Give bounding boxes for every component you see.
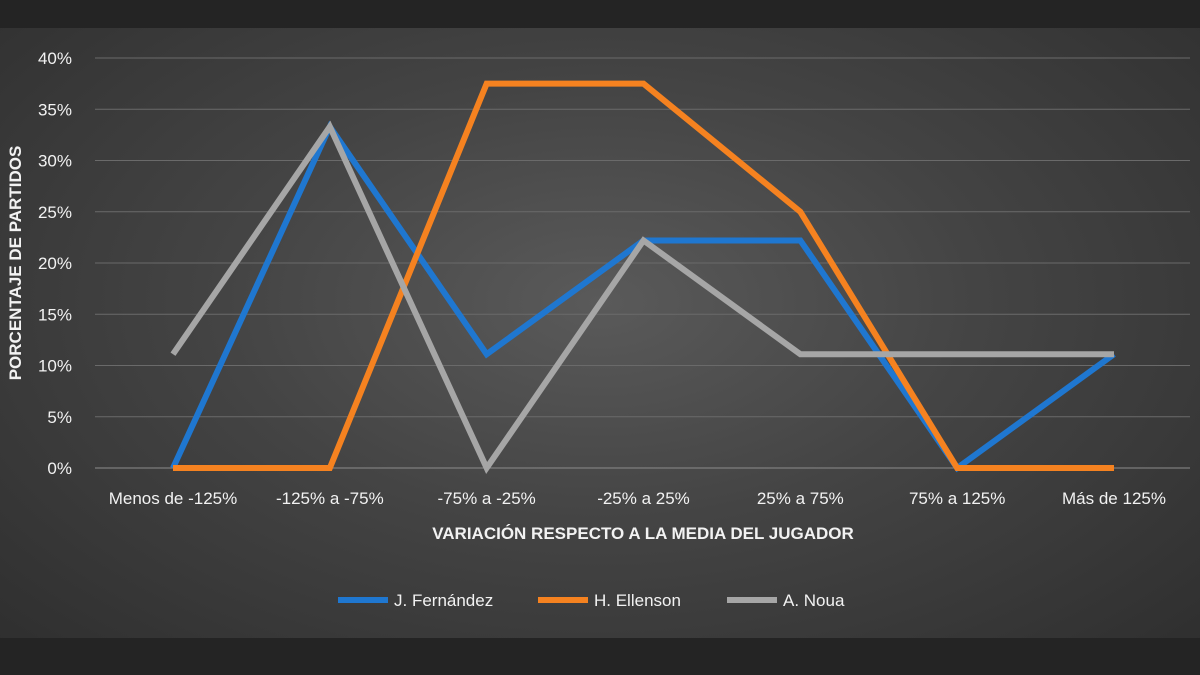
x-tick-label: 25% a 75% bbox=[757, 489, 844, 508]
x-axis-ticks: Menos de -125% -125% a -75% -75% a -25% -25… bbox=[109, 489, 1166, 508]
series-group bbox=[172, 80, 1115, 471]
series-lines bbox=[170, 80, 1116, 475]
series-line bbox=[173, 80, 1114, 471]
y-tick-label: 40% bbox=[38, 49, 72, 68]
y-tick-label: 20% bbox=[38, 254, 72, 273]
legend-label: A. Noua bbox=[783, 591, 845, 610]
y-tick-label: 30% bbox=[38, 152, 72, 171]
legend: J. Fernández H. Ellenson A. Noua bbox=[338, 591, 845, 610]
chart-area bbox=[0, 28, 1200, 638]
y-tick-label: 0% bbox=[47, 459, 72, 478]
x-tick-label: -75% a -25% bbox=[438, 489, 536, 508]
y-tick-label: 25% bbox=[38, 203, 72, 222]
x-tick-label: Menos de -125% bbox=[109, 489, 238, 508]
y-tick-label: 35% bbox=[38, 100, 72, 119]
y-tick-label: 15% bbox=[38, 305, 72, 324]
y-tick-label: 5% bbox=[47, 408, 72, 427]
x-tick-label: -125% a -75% bbox=[276, 489, 384, 508]
series-group bbox=[170, 120, 1115, 475]
y-axis-title: PORCENTAJE DE PARTIDOS bbox=[6, 146, 25, 381]
x-tick-label: Más de 125% bbox=[1062, 489, 1166, 508]
legend-label: H. Ellenson bbox=[594, 591, 681, 610]
x-tick-label: 75% a 125% bbox=[909, 489, 1005, 508]
gridlines bbox=[95, 57, 1190, 469]
legend-label: J. Fernández bbox=[394, 591, 493, 610]
y-tick-label: 10% bbox=[38, 357, 72, 376]
x-tick-label: -25% a 25% bbox=[597, 489, 690, 508]
x-axis-title: VARIACIÓN RESPECTO A LA MEDIA DEL JUGADO… bbox=[432, 524, 854, 543]
y-axis-ticks: 0% 5% 10% 15% 20% 25% 30% 35% 40% bbox=[38, 49, 72, 478]
